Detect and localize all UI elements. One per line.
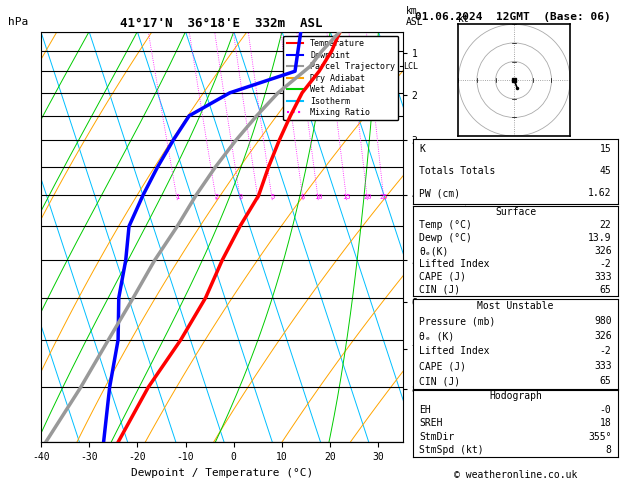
Text: Lifted Index: Lifted Index [420, 259, 490, 269]
Text: StmSpd (kt): StmSpd (kt) [420, 445, 484, 455]
Text: StmDir: StmDir [420, 432, 455, 442]
Text: Lifted Index: Lifted Index [420, 347, 490, 356]
Text: -2: -2 [600, 259, 611, 269]
Text: 333: 333 [594, 272, 611, 282]
Text: Pressure (mb): Pressure (mb) [420, 316, 496, 327]
Text: km
ASL: km ASL [406, 6, 424, 28]
Text: 333: 333 [594, 361, 611, 371]
Text: LCL: LCL [403, 62, 418, 71]
Text: 1: 1 [175, 194, 179, 200]
Text: 1.62: 1.62 [588, 188, 611, 198]
Text: 22: 22 [600, 220, 611, 230]
Text: 18: 18 [600, 418, 611, 428]
Text: 15: 15 [342, 194, 351, 200]
Text: kt: kt [459, 14, 470, 24]
Text: 980: 980 [594, 316, 611, 327]
Text: 5: 5 [270, 194, 274, 200]
Text: 65: 65 [600, 376, 611, 386]
Text: 20: 20 [363, 194, 372, 200]
Text: Hodograph: Hodograph [489, 392, 542, 401]
Text: θₑ (K): θₑ (K) [420, 331, 455, 341]
Text: Temp (°C): Temp (°C) [420, 220, 472, 230]
Text: 10: 10 [314, 194, 323, 200]
Text: Most Unstable: Most Unstable [477, 301, 554, 312]
Text: 3: 3 [238, 194, 243, 200]
Text: 01.06.2024  12GMT  (Base: 06): 01.06.2024 12GMT (Base: 06) [415, 12, 611, 22]
Text: θₑ(K): θₑ(K) [420, 246, 448, 256]
Text: CIN (J): CIN (J) [420, 376, 460, 386]
Legend: Temperature, Dewpoint, Parcel Trajectory, Dry Adiabat, Wet Adiabat, Isotherm, Mi: Temperature, Dewpoint, Parcel Trajectory… [284, 36, 398, 121]
Text: 65: 65 [600, 285, 611, 295]
Text: PW (cm): PW (cm) [420, 188, 460, 198]
Text: SREH: SREH [420, 418, 443, 428]
Y-axis label: Mixing Ratio (g/kg): Mixing Ratio (g/kg) [458, 181, 468, 293]
Text: Surface: Surface [495, 207, 536, 217]
Text: Totals Totals: Totals Totals [420, 166, 496, 176]
Text: © weatheronline.co.uk: © weatheronline.co.uk [454, 470, 577, 480]
X-axis label: Dewpoint / Temperature (°C): Dewpoint / Temperature (°C) [131, 468, 313, 478]
Text: K: K [420, 144, 425, 155]
Text: 15: 15 [600, 144, 611, 155]
Text: 8: 8 [301, 194, 305, 200]
Text: hPa: hPa [8, 17, 28, 28]
Text: 4: 4 [256, 194, 260, 200]
Text: CAPE (J): CAPE (J) [420, 361, 466, 371]
Text: 2: 2 [214, 194, 218, 200]
Text: EH: EH [420, 405, 431, 415]
Text: 45: 45 [600, 166, 611, 176]
Text: 8: 8 [606, 445, 611, 455]
Text: -2: -2 [600, 347, 611, 356]
Text: 326: 326 [594, 246, 611, 256]
Text: 326: 326 [594, 331, 611, 341]
Text: 355°: 355° [588, 432, 611, 442]
Text: 13.9: 13.9 [588, 233, 611, 243]
Text: CAPE (J): CAPE (J) [420, 272, 466, 282]
Title: 41°17'N  36°18'E  332m  ASL: 41°17'N 36°18'E 332m ASL [121, 17, 323, 31]
Text: CIN (J): CIN (J) [420, 285, 460, 295]
Text: Dewp (°C): Dewp (°C) [420, 233, 472, 243]
Text: -0: -0 [600, 405, 611, 415]
Text: 25: 25 [380, 194, 388, 200]
